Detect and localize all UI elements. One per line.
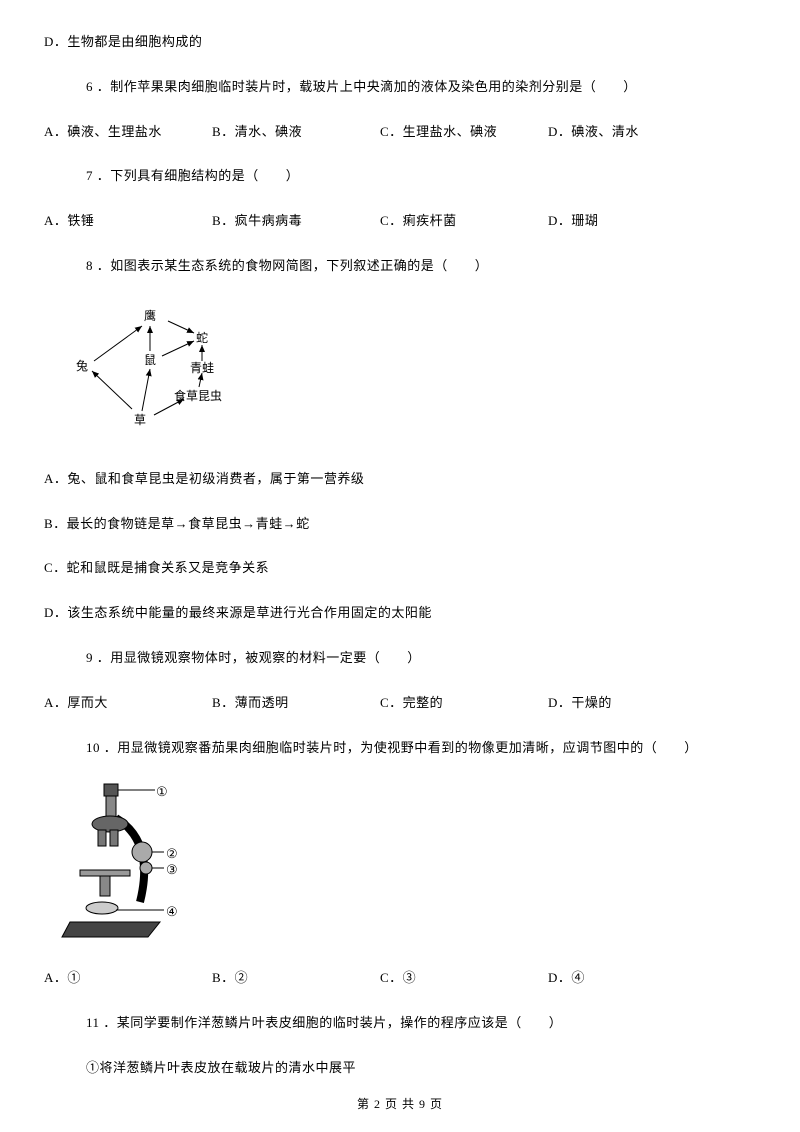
q9-opt-b: B．薄而透明 <box>212 693 380 714</box>
node-grass: 草 <box>134 411 146 430</box>
q9-opt-d: D．干燥的 <box>548 693 716 714</box>
q10-opt-c: C．③ <box>380 968 548 989</box>
q8-opt-b: B．最长的食物链是草→食草昆虫→青蛙→蛇 <box>44 514 756 535</box>
q7-opt-d: D．珊瑚 <box>548 211 716 232</box>
q10-options: A．① B．② C．③ D．④ <box>44 968 756 989</box>
q10-opt-a: A．① <box>44 968 212 989</box>
node-rabbit: 兔 <box>76 357 88 376</box>
q7-opt-b: B．疯牛病病毒 <box>212 211 380 232</box>
q5-option-d: D．生物都是由细胞构成的 <box>44 32 756 53</box>
food-web-diagram: 鹰 兔 鼠 蛇 青蛙 食草昆虫 草 <box>64 301 264 441</box>
q6-opt-b: B．清水、碘液 <box>212 122 380 143</box>
micro-label-1: ① <box>156 782 168 803</box>
node-eagle: 鹰 <box>144 307 156 326</box>
q8-text: 8 ．如图表示某生态系统的食物网简图，下列叙述正确的是（ ） <box>44 256 756 277</box>
q7-options: A．铁锤 B．疯牛病病毒 C．痢疾杆菌 D．珊瑚 <box>44 211 756 232</box>
q11-step1: ①将洋葱鳞片叶表皮放在载玻片的清水中展平 <box>44 1058 756 1079</box>
micro-label-4: ④ <box>166 902 178 923</box>
q11-text: 11 ．某同学要制作洋葱鳞片叶表皮细胞的临时装片，操作的程序应该是（ ） <box>44 1013 756 1034</box>
q9-text: 9 ．用显微镜观察物体时，被观察的材料一定要（ ） <box>44 648 756 669</box>
node-frog: 青蛙 <box>190 359 214 378</box>
q6-opt-c: C．生理盐水、碘液 <box>380 122 548 143</box>
node-insect: 食草昆虫 <box>174 387 222 406</box>
micro-label-3: ③ <box>166 860 178 881</box>
q6-opt-a: A．碘液、生理盐水 <box>44 122 212 143</box>
q9-opt-a: A．厚而大 <box>44 693 212 714</box>
q9-options: A．厚而大 B．薄而透明 C．完整的 D．干燥的 <box>44 693 756 714</box>
q7-text: 7 ．下列具有细胞结构的是（ ） <box>44 166 756 187</box>
node-snake: 蛇 <box>196 329 208 348</box>
page-footer: 第 2 页 共 9 页 <box>0 1095 800 1114</box>
q7-opt-a: A．铁锤 <box>44 211 212 232</box>
q6-opt-d: D．碘液、清水 <box>548 122 716 143</box>
q6-options: A．碘液、生理盐水 B．清水、碘液 C．生理盐水、碘液 D．碘液、清水 <box>44 122 756 143</box>
node-mouse: 鼠 <box>144 351 156 370</box>
q10-text: 10 ．用显微镜观察番茄果肉细胞临时装片时，为使视野中看到的物像更加清晰，应调节… <box>44 738 756 759</box>
q9-opt-c: C．完整的 <box>380 693 548 714</box>
q6-text: 6 ．制作苹果果肉细胞临时装片时，载玻片上中央滴加的液体及染色用的染剂分别是（ … <box>44 77 756 98</box>
q10-opt-d: D．④ <box>548 968 716 989</box>
q8-opt-a: A．兔、鼠和食草昆虫是初级消费者，属于第一营养级 <box>44 469 756 490</box>
q8-opt-d: D．该生态系统中能量的最终来源是草进行光合作用固定的太阳能 <box>44 603 756 624</box>
q7-opt-c: C．痢疾杆菌 <box>380 211 548 232</box>
q8-opt-c: C．蛇和鼠既是捕食关系又是竞争关系 <box>44 558 756 579</box>
q10-opt-b: B．② <box>212 968 380 989</box>
microscope-diagram: ① ② ③ ④ <box>60 782 200 942</box>
